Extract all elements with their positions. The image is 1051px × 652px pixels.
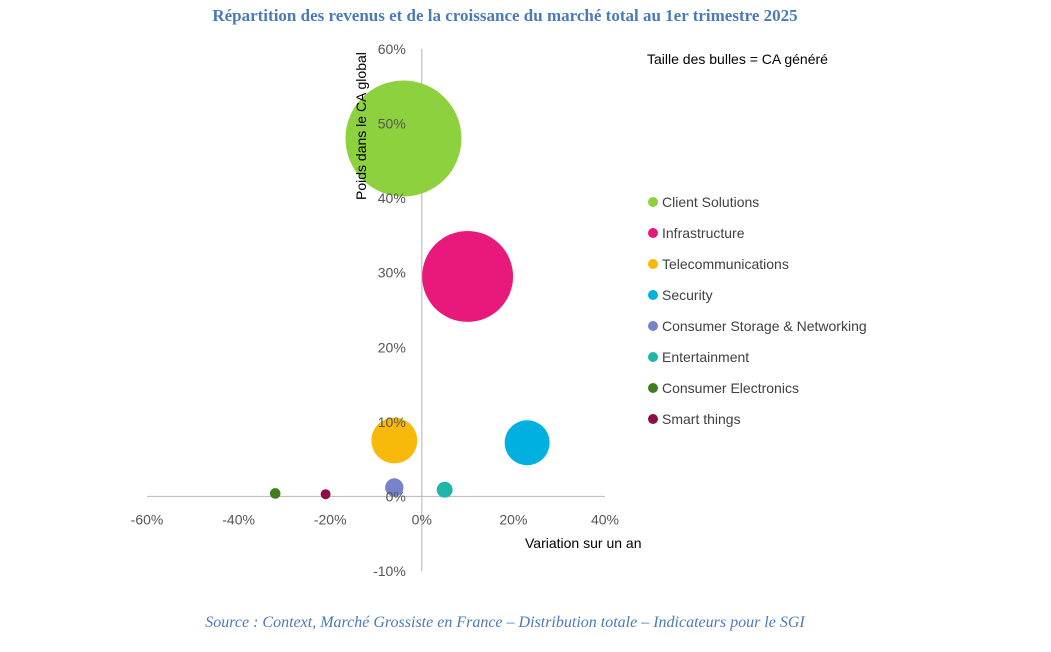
- x-axis-label: Variation sur un an: [525, 535, 641, 551]
- y-tick-label: 60%: [378, 41, 406, 57]
- bubble-client-solutions: [345, 80, 462, 197]
- legend-label: Telecommunications: [662, 256, 789, 272]
- legend-marker: [648, 383, 658, 393]
- tick-labels: -60% -40% -20% 0% 20% 40% 60% 50% 40% 30% 20% 10% 0%…: [131, 41, 619, 579]
- y-tick-label: -10%: [373, 563, 406, 579]
- legend-marker: [648, 259, 658, 269]
- legend-marker: [648, 321, 658, 331]
- x-tick-label: 20%: [499, 511, 527, 527]
- y-tick-label: 50%: [378, 116, 406, 132]
- bubble-size-note: Taille des bulles = CA généré: [647, 51, 828, 67]
- bubble-consumer-storage-networking: [385, 478, 404, 497]
- x-tick-label: -20%: [314, 511, 347, 527]
- legend-label: Security: [662, 287, 713, 303]
- legend-label: Consumer Electronics: [662, 380, 799, 396]
- bubble-telecommunications: [371, 417, 418, 464]
- bubbles: [269, 80, 550, 500]
- legend-marker: [648, 352, 658, 362]
- legend-label: Infrastructure: [662, 225, 745, 241]
- y-tick-label: 40%: [378, 190, 406, 206]
- legend-label: Smart things: [662, 411, 741, 427]
- legend-marker: [648, 197, 658, 207]
- legend-label: Consumer Storage & Networking: [662, 318, 867, 334]
- y-tick-label: 10%: [378, 414, 406, 430]
- y-axis-label: Poids dans le CA global: [353, 52, 369, 200]
- y-tick-label: 30%: [378, 265, 406, 281]
- source-note: Source : Context, Marché Grossiste en Fr…: [205, 614, 805, 631]
- y-tick-label: 0%: [386, 488, 406, 504]
- bubble-consumer-electronics: [269, 488, 281, 499]
- chart-title: Répartition des revenus et de la croissa…: [212, 6, 798, 25]
- x-tick-label: 40%: [591, 511, 619, 527]
- legend-marker: [648, 228, 658, 238]
- legend-marker: [648, 414, 658, 424]
- bubble-security: [504, 420, 550, 466]
- x-tick-label: -60%: [131, 511, 164, 527]
- y-tick-label: 20%: [378, 339, 406, 355]
- bubble-entertainment: [436, 481, 453, 498]
- legend-label: Entertainment: [662, 349, 749, 365]
- x-tick-label: -40%: [222, 511, 255, 527]
- bubble-infrastructure: [422, 230, 514, 322]
- legend-label: Client Solutions: [662, 194, 759, 210]
- bubble-smart-things: [320, 489, 331, 500]
- x-tick-label: 0%: [412, 511, 432, 527]
- legend: Client Solutions Infrastructure Telecommun…: [648, 194, 867, 427]
- legend-marker: [648, 290, 658, 300]
